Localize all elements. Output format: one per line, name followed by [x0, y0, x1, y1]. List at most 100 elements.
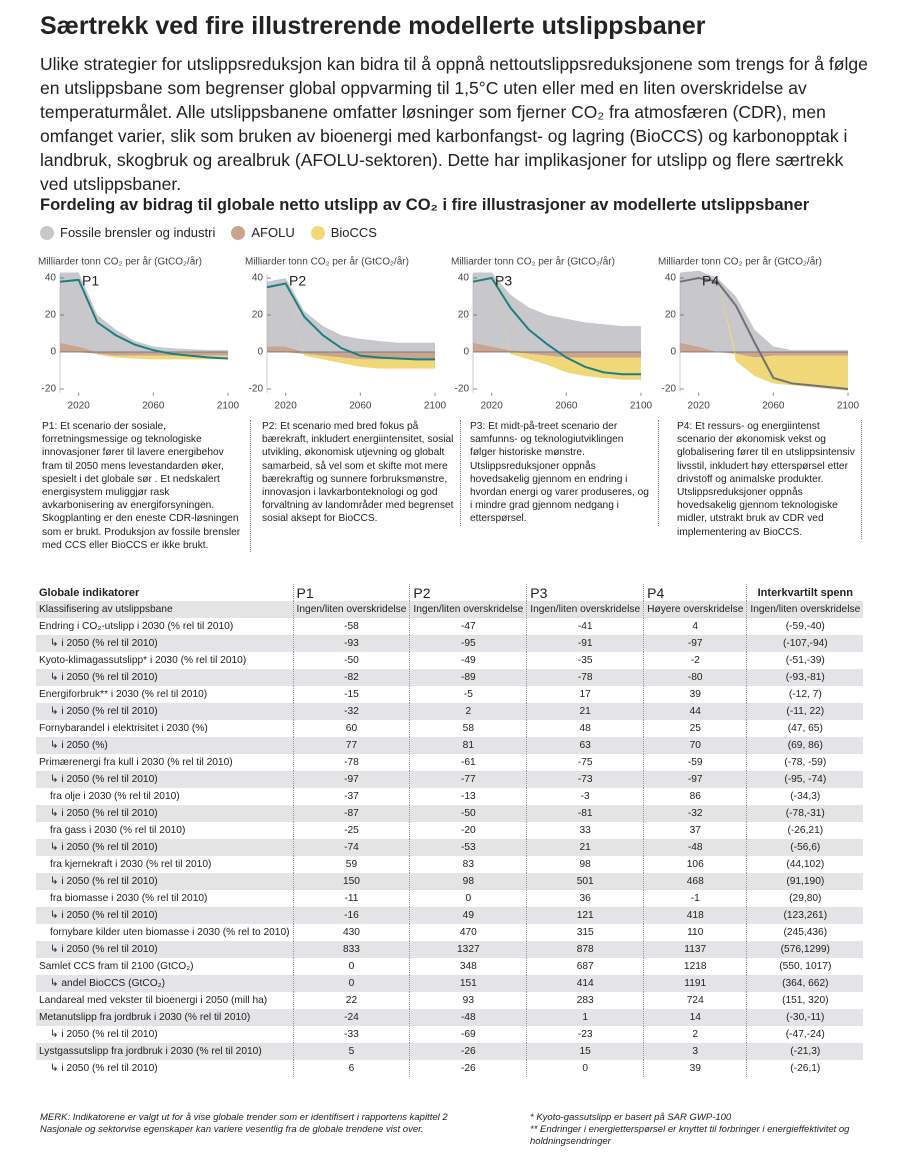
legend-label: BioCCS: [330, 225, 377, 240]
table-row: Lystgassutslipp fra jordbruk i 2030 (% r…: [36, 1043, 864, 1060]
x-tick-label: 2020: [68, 400, 91, 411]
table-cell: ↳ i 2050 (% rel til 2010): [36, 839, 294, 856]
table-cell: (29,80): [746, 890, 864, 907]
table-cell: (-30,-11): [746, 1009, 864, 1026]
area: [473, 272, 641, 380]
scenario-description: P2: Et scenario med bred fokus på bærekr…: [262, 420, 461, 526]
table-cell: Ingen/liten overskridelse: [292, 601, 410, 618]
table-cell: 687: [526, 958, 644, 975]
table-cell: 1191: [643, 975, 747, 992]
table-cell: -50: [292, 652, 410, 669]
table-cell: (-12, 7): [746, 686, 864, 703]
note-left: MERK: Indikatorene er valgt ut for å vis…: [40, 1112, 448, 1136]
table-cell: -97: [292, 771, 410, 788]
table-cell: (-26,21): [746, 822, 864, 839]
table-row: Endring i CO₂-utslipp i 2030 (% rel til …: [36, 618, 864, 635]
y-axis-label: Milliarder tonn CO₂ per år (GtCO₂/år): [245, 256, 409, 268]
area: [680, 270, 848, 391]
scenario-label: P2: [289, 273, 306, 289]
indicator-table: Globale indikatorer P1 P2 P3 P4 Interkvartilt…: [36, 584, 864, 1077]
table-cell: 14: [643, 1009, 747, 1026]
legend-item: Fossile brensler og industri: [40, 225, 215, 240]
table-cell: (-21,3): [746, 1043, 864, 1060]
y-tick-label: 20: [45, 310, 57, 321]
table-cell: 2: [643, 1026, 747, 1043]
table-cell: (69, 86): [746, 737, 864, 754]
table-cell: -2: [643, 652, 747, 669]
table-cell: 21: [526, 703, 644, 720]
table-cell: ↳ i 2050 (% rel til 2010): [50, 1063, 158, 1074]
table-cell: -53: [409, 839, 527, 856]
table-cell: 39: [643, 686, 747, 703]
y-tick-label: 20: [458, 310, 470, 321]
table-cell: -32: [292, 703, 410, 720]
y-tick-label: -20: [455, 384, 470, 395]
table-cell: Ingen/liten overskridelse: [526, 601, 644, 618]
table-cell: 0: [526, 1060, 644, 1077]
table-cell: (-59,-40): [746, 618, 864, 635]
y-axis-label: Milliarder tonn CO₂ per år (GtCO₂/år): [38, 256, 202, 268]
charts: Milliarder tonn CO₂ per år (GtCO₂/år) -20…: [38, 256, 860, 412]
table-cell: -33: [292, 1026, 410, 1043]
table-cell: (151, 320): [746, 992, 864, 1009]
y-axis-label: Milliarder tonn CO₂ per år (GtCO₂/år): [451, 256, 615, 268]
y-tick-label: -20: [42, 384, 57, 395]
table-cell: (-95, -74): [746, 771, 864, 788]
table-cell: -48: [409, 1009, 527, 1026]
y-tick-label: 0: [50, 347, 56, 358]
table-cell: 470: [409, 924, 527, 941]
table-cell: Interkvartilt spenn: [746, 584, 864, 601]
table-cell: (-26,1): [746, 1060, 864, 1077]
table-row: ↳ i 2050 (% rel til 2010) 833 1327 878 1137(…: [36, 941, 864, 958]
y-tick-label: 40: [252, 273, 264, 284]
table-cell: ↳ i 2050 (% rel til 2010): [36, 669, 294, 686]
table-cell: (576,1299): [746, 941, 864, 958]
x-tick-label: 2100: [837, 400, 860, 411]
table-cell: Kyoto-klimagassutslipp* i 2030 (% rel ti…: [39, 655, 247, 666]
table-row: ↳ i 2050 (% rel til 2010) -82 -89 -78 -80 (-9…: [36, 669, 864, 686]
table-cell: -61: [409, 754, 527, 771]
table-row: Kyoto-klimagassutslipp* i 2030 (% rel ti…: [36, 652, 864, 669]
area: [473, 342, 641, 358]
table-cell: Landareal med vekster til bioenergi i 20…: [39, 995, 268, 1006]
table-cell: -35: [526, 652, 644, 669]
table-cell: 58: [409, 720, 527, 737]
table-cell: Metanutslipp fra jordbruk i 2030 (% rel …: [36, 1009, 294, 1026]
table-cell: -16: [292, 907, 410, 924]
table-cell: Klassifisering av utslippsbane: [36, 601, 294, 618]
y-tick-label: 20: [252, 310, 264, 321]
table-cell: 22: [292, 992, 410, 1009]
table-cell: -48: [643, 839, 747, 856]
table-cell: 833: [292, 941, 410, 958]
table-cell: -3: [526, 788, 644, 805]
table-cell: 4: [643, 618, 747, 635]
table-row: Globale indikatorer P1 P2 P3 P4 Interkvartilt…: [36, 584, 864, 601]
table-cell: Primærenergi fra kull i 2030 (% rel til …: [39, 757, 233, 768]
table-cell: 3: [643, 1043, 747, 1060]
table-cell: -97: [643, 635, 747, 652]
legend-label: AFOLU: [251, 225, 295, 240]
table-cell: 48: [526, 720, 644, 737]
table-cell: (91,190): [746, 873, 864, 890]
table-cell: (550, 1017): [746, 958, 864, 975]
area: [473, 272, 641, 352]
table-cell: 37: [643, 822, 747, 839]
intro: Ulike strategier for utslippsreduksjon k…: [40, 54, 868, 194]
table-cell: -15: [292, 686, 410, 703]
table-row: Metanutslipp fra jordbruk i 2030 (% rel …: [36, 1009, 864, 1026]
table-cell: -75: [526, 754, 644, 771]
table-cell: 86: [643, 788, 747, 805]
table-row: ↳ i 2050 (% rel til 2010) 6 -26 0 39 (-26,1): [36, 1060, 864, 1077]
area: [60, 342, 228, 356]
table-cell: ↳ i 2050 (% rel til 2010): [36, 635, 294, 652]
table-cell: (245,436): [746, 924, 864, 941]
table-cell: ↳ andel BioCCS (GtCO₂): [36, 975, 294, 992]
x-tick-label: 2020: [481, 400, 504, 411]
table-row: fornybare kilder uten biomasse i 2030 (%…: [36, 924, 864, 941]
x-tick-label: 2060: [142, 400, 165, 411]
table-cell: -69: [409, 1026, 527, 1043]
table-cell: -81: [526, 805, 644, 822]
scenario-description: P1: Et scenario der sosiale, forretnings…: [42, 420, 251, 553]
table-cell: Ingen/liten overskridelse: [409, 601, 527, 618]
